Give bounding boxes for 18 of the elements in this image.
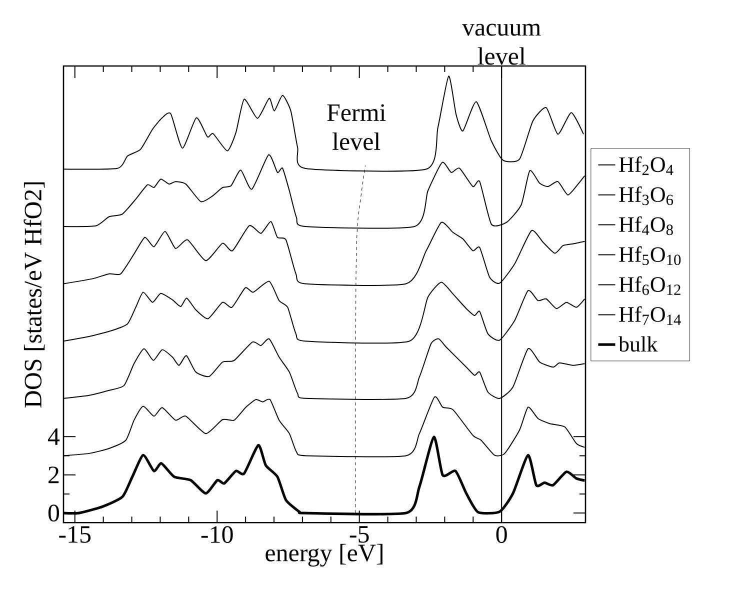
legend-label: Hf$_{4}$O$_{8}$	[619, 216, 673, 236]
annotation: Fermi level	[327, 104, 386, 150]
legend-label: Hf$_{3}$O$_{6}$	[619, 186, 674, 206]
y-axis-title: DOS [states/eV HfO2]	[24, 182, 45, 408]
legend-label: Hf$_{6}$O$_{12}$	[619, 276, 680, 295]
x-tick-label: 0	[496, 526, 507, 543]
legend-label: Hf$_{5}$O$_{10}$	[619, 246, 681, 266]
legend-label: Hf$_{2}$O$_{4}$	[619, 156, 674, 175]
legend-label: bulk	[618, 336, 658, 352]
legend-label: Hf$_{7}$O$_{14}$	[619, 306, 681, 325]
x-tick-label: -10	[201, 526, 233, 543]
y-tick-label: 4	[48, 428, 60, 445]
x-tick-label: -5	[350, 526, 369, 543]
x-axis-title: energy [eV]	[266, 544, 382, 567]
x-tick-label: -15	[59, 526, 91, 543]
y-tick-label: 2	[48, 466, 59, 484]
ref-line-label: vacuum level	[462, 24, 541, 65]
y-tick-label: 0	[48, 504, 60, 522]
